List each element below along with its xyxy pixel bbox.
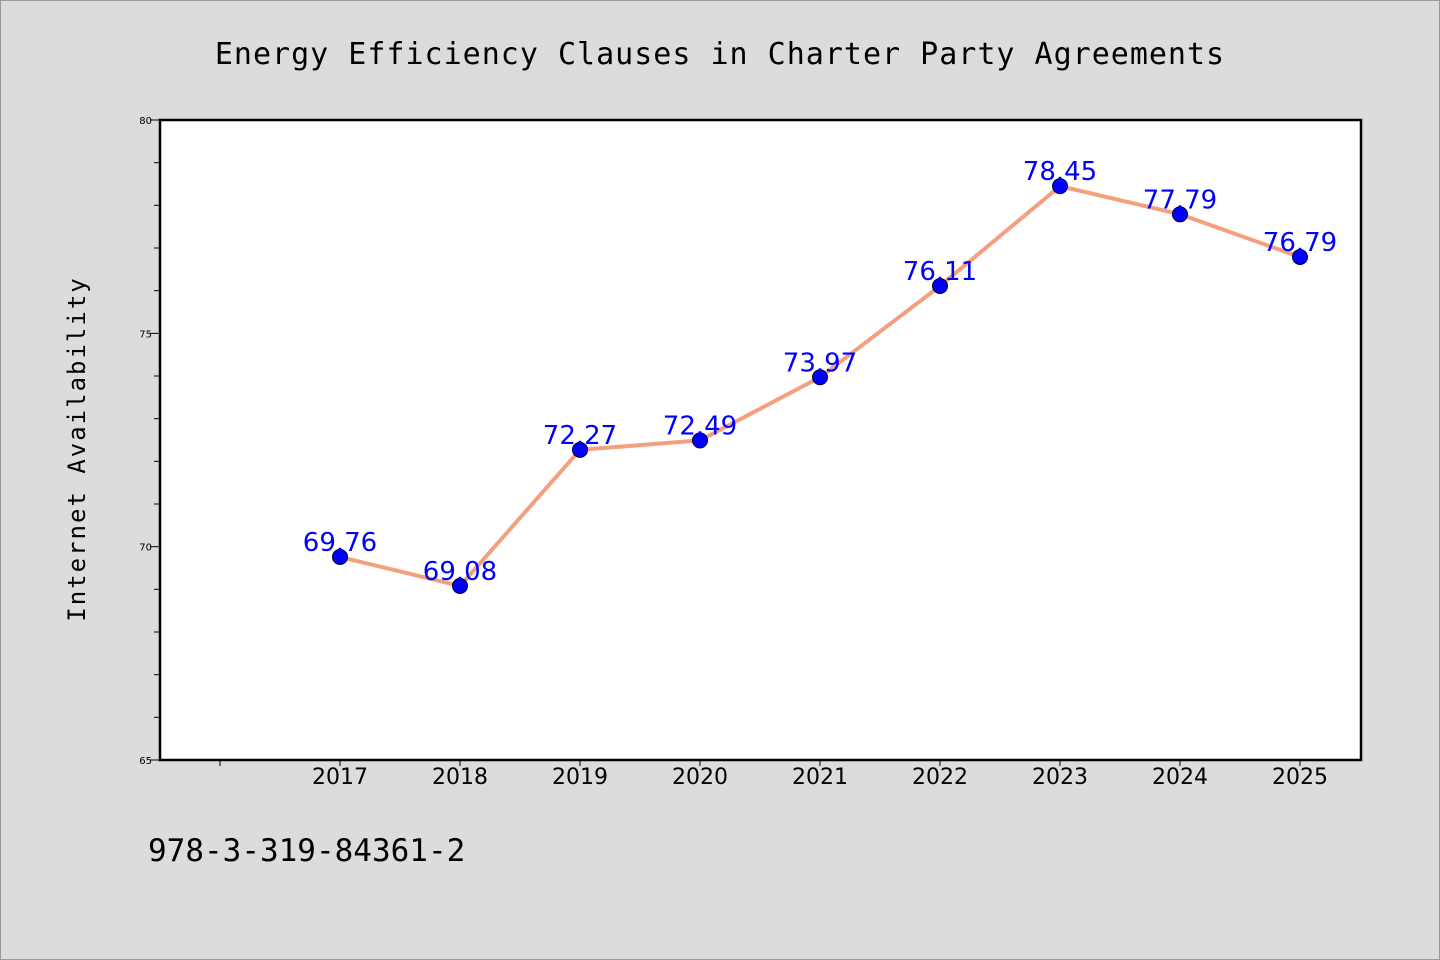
data-label: 72.27 <box>543 421 617 451</box>
x-tick-label: 2017 <box>312 765 368 790</box>
y-tick-label: 80 <box>139 116 152 127</box>
data-label: 69.08 <box>423 557 497 587</box>
data-point <box>812 369 828 386</box>
x-tick-label: 2025 <box>1272 765 1328 790</box>
data-point <box>932 277 948 294</box>
data-label: 76.79 <box>1263 228 1337 258</box>
chart-title: Energy Efficiency Clauses in Charter Par… <box>215 37 1225 72</box>
data-point <box>572 441 588 458</box>
data-label: 69.76 <box>303 528 377 558</box>
y-axis-label: Internet Availability <box>63 276 91 621</box>
data-label: 72.49 <box>663 411 737 441</box>
x-tick-label: 2020 <box>672 765 728 790</box>
data-label: 73.97 <box>783 348 857 378</box>
data-label: 77.79 <box>1143 185 1217 215</box>
data-point <box>1172 206 1188 223</box>
data-point <box>452 577 468 594</box>
x-axis: 2017 2018 2019 2020 2021 2022 2023 2024 2025 <box>219 760 1328 790</box>
y-tick-label: 75 <box>139 329 152 340</box>
isbn-footer: 978-3-319-84361-2 <box>148 833 466 869</box>
x-tick-label: 2018 <box>432 765 488 790</box>
x-tick-label: 2019 <box>552 765 608 790</box>
data-label: 78.45 <box>1023 157 1097 187</box>
y-tick-label: 65 <box>139 756 152 767</box>
data-label: 76.11 <box>903 257 977 287</box>
data-point <box>1292 248 1308 265</box>
x-tick-label: 2024 <box>1152 765 1208 790</box>
data-point <box>692 432 708 449</box>
y-axis: 65 70 75 80 <box>139 116 160 767</box>
data-point <box>332 548 348 565</box>
y-tick-label: 70 <box>139 543 152 554</box>
plot-area <box>158 118 1363 762</box>
x-tick-label: 2023 <box>1032 765 1088 790</box>
x-tick-label: 2022 <box>912 765 968 790</box>
data-point <box>1052 178 1068 195</box>
series-layer: 69.76 69.08 72.27 72.49 73.97 76.11 78.45 77.79… <box>303 157 1337 594</box>
x-tick-label: 2021 <box>792 765 848 790</box>
